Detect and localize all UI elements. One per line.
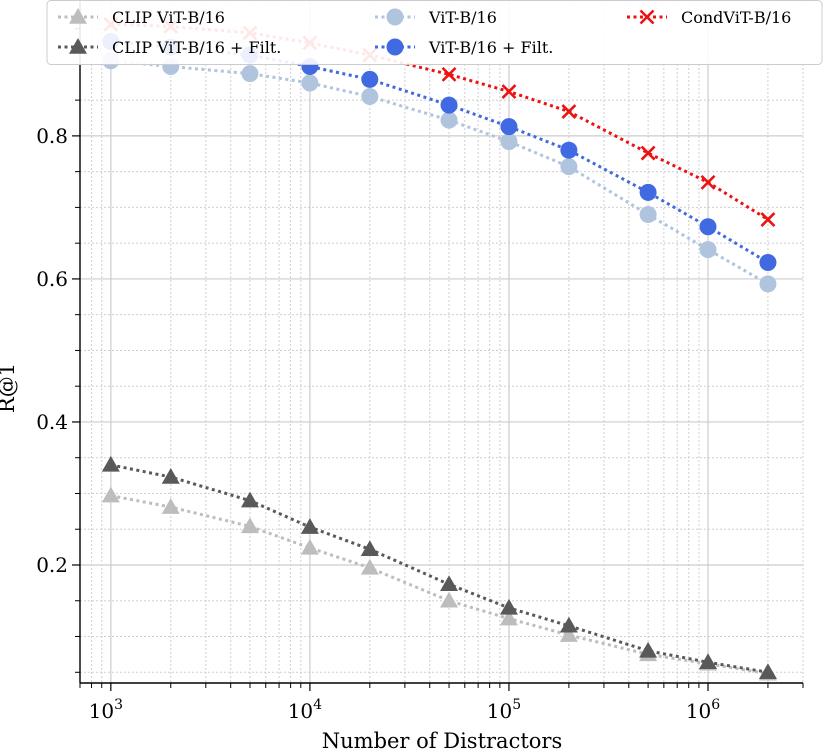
data-point (499, 609, 518, 626)
legend-marker (639, 9, 655, 25)
x-tick-label: 106 (686, 697, 720, 723)
data-point (161, 468, 180, 484)
data-point (559, 616, 578, 633)
y-tick-label: 0.6 (36, 267, 68, 291)
x-marker-stroke (760, 212, 776, 227)
data-point (101, 486, 120, 503)
data-point (501, 84, 517, 99)
legend-label: CondViT-B/16 (681, 8, 791, 27)
legend-marker (69, 38, 87, 54)
data-point (760, 212, 776, 227)
data-point (700, 174, 716, 190)
legend-entry: CLIP ViT-B/16 + Filt. (58, 38, 281, 57)
legend-entry: CLIP ViT-B/16 (58, 8, 225, 27)
major-grid (80, 0, 803, 683)
data-point (561, 104, 577, 119)
data-point (440, 111, 458, 129)
tick-labels: 0.2 0.4 0.6 0.8 103 104 105 106 (36, 124, 720, 723)
series-line (110, 39, 769, 264)
legend-entry: ViT-B/16 + Filt. (375, 38, 553, 57)
data-point (560, 158, 578, 176)
legend-entry: ViT-B/16 (375, 8, 497, 27)
legend-marker (386, 38, 404, 56)
legend-entry: CondViT-B/16 (627, 8, 791, 27)
data-point (440, 591, 459, 608)
x-marker-stroke (640, 145, 656, 161)
series-line (110, 59, 769, 286)
legend-label: CLIP ViT-B/16 (112, 8, 225, 27)
data-point (161, 498, 180, 514)
data-point (300, 518, 319, 534)
data-point (240, 491, 259, 508)
data-point (699, 218, 717, 236)
data-point (559, 626, 578, 642)
x-marker-stroke (501, 84, 517, 99)
data-point (301, 74, 319, 92)
series-line (110, 494, 769, 676)
y-tick-label: 0.4 (36, 410, 68, 434)
data-point (499, 598, 518, 615)
x-marker-stroke (561, 104, 577, 119)
data-point (639, 641, 658, 658)
data-point (500, 133, 518, 151)
data-point (639, 183, 657, 201)
data-point (759, 275, 777, 293)
legend-label: CLIP ViT-B/16 + Filt. (112, 38, 281, 57)
data-point (360, 540, 379, 557)
y-tick-label: 0.8 (36, 124, 68, 148)
data-point (300, 538, 319, 555)
data-point (699, 653, 718, 670)
data-point (639, 206, 657, 224)
x-marker-stroke (441, 66, 457, 82)
y-tick-label: 0.2 (36, 553, 68, 577)
data-point (361, 70, 379, 88)
series-layer (101, 16, 777, 681)
legend-marker (386, 8, 404, 26)
legend-label: ViT-B/16 + Filt. (428, 38, 553, 57)
axes (72, 0, 804, 691)
x-marker-stroke (639, 9, 655, 25)
legend: CLIP ViT-B/16 CLIP ViT-B/16 + Filt. ViT-B/… (46, 0, 823, 65)
data-point (241, 65, 259, 83)
series-clip-vit-b-16-filt- (101, 455, 777, 680)
data-point (500, 118, 518, 136)
series-clip-vit-b-16 (101, 486, 777, 681)
data-point (360, 558, 379, 575)
data-point (440, 96, 458, 114)
data-point (240, 517, 259, 534)
series-line (110, 463, 769, 674)
x-tick-label: 105 (487, 697, 521, 723)
x-tick-label: 103 (89, 697, 123, 723)
legend-marker (69, 8, 87, 24)
legend-label: ViT-B/16 (428, 8, 497, 27)
data-point (101, 455, 120, 472)
data-point (758, 663, 777, 680)
data-point (361, 88, 379, 106)
data-point (759, 253, 777, 271)
x-tick-label: 104 (288, 697, 322, 723)
data-point (640, 145, 656, 161)
data-point (560, 141, 578, 159)
data-point (441, 66, 457, 82)
y-axis-label: R@1 (0, 363, 19, 413)
x-marker-stroke (700, 174, 716, 190)
data-point (440, 575, 459, 592)
series-vit-b-16 (102, 52, 777, 293)
data-point (699, 241, 717, 259)
x-axis-label: Number of Distractors (322, 729, 562, 753)
